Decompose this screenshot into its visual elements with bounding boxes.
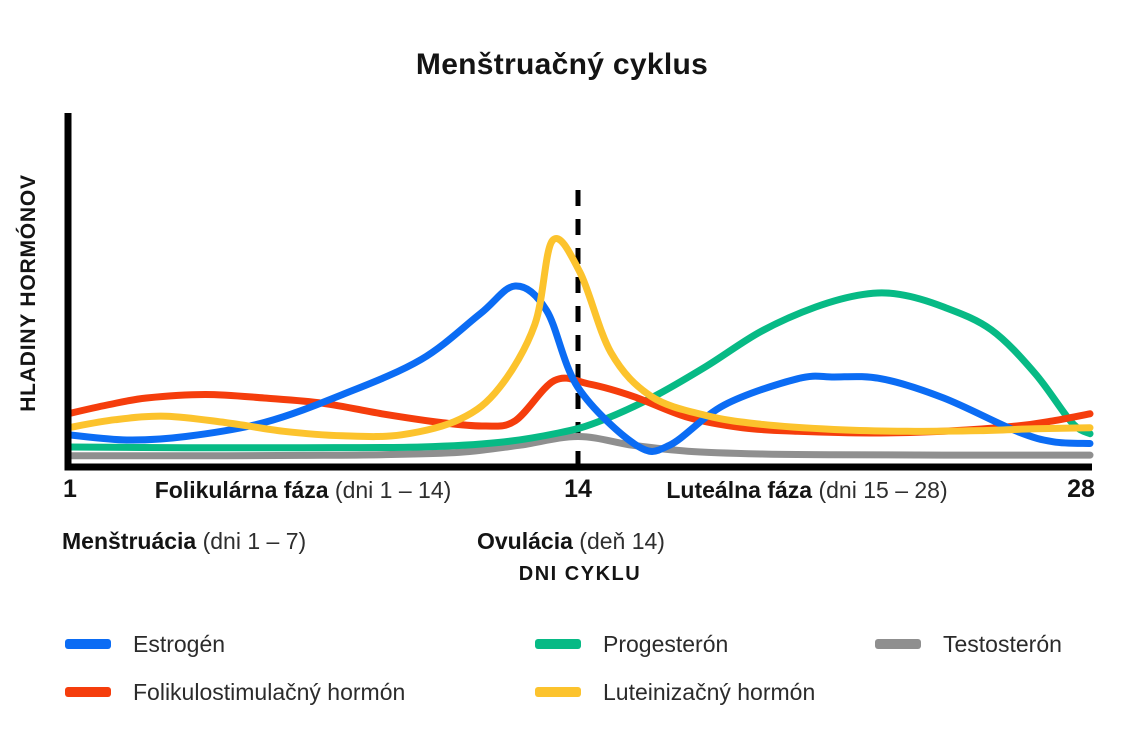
x-tick-day-1: 1: [63, 475, 77, 503]
legend-item-fsh: Folikulostimulačný hormón: [65, 678, 405, 706]
legend-item-lh: Luteinizačný hormón: [535, 678, 815, 706]
legend-item-progesterone: Progesterón: [535, 630, 728, 658]
chart-plot-area: [64, 113, 1094, 471]
legend-item-testosterone: Testosterón: [875, 630, 1062, 658]
follicular-phase-label: Folikulárna fáza (dni 1 – 14): [103, 477, 503, 504]
luteal-phase-label: Luteálna fáza (dni 15 – 28): [607, 477, 1007, 504]
legend-label-testosterone: Testosterón: [943, 630, 1062, 657]
menstruation-label: Menštruácia (dni 1 – 7): [62, 528, 306, 555]
luteal-phase-range: (dni 15 – 28): [818, 477, 948, 503]
hormone-curves: [64, 235, 1094, 460]
fsh-color-swatch: [65, 687, 111, 697]
x-axis-label: DNI CYKLU: [518, 563, 642, 585]
luteal-phase-name: Luteálna fáza: [666, 477, 813, 503]
progesterone-color-swatch: [535, 639, 581, 649]
curve-estrogen: [64, 282, 1094, 455]
menstruation-range: (dni 1 – 7): [202, 528, 307, 554]
curve-progesteron: [64, 289, 1094, 452]
estrogen-color-swatch: [65, 639, 111, 649]
curve-testosteron: [64, 432, 1094, 460]
ovulation-label: Ovulácia (deň 14): [477, 528, 665, 555]
legend-label-fsh: Folikulostimulačný hormón: [133, 678, 406, 705]
ovulation-name: Ovulácia: [477, 528, 573, 554]
testosterone-color-swatch: [875, 639, 921, 649]
legend-label-progesterone: Progesterón: [603, 630, 729, 657]
x-tick-day-28: 28: [1067, 475, 1095, 503]
x-tick-day-14: 14: [564, 475, 592, 503]
curve-lh: [64, 235, 1094, 441]
legend-label-lh: Luteinizačný hormón: [603, 678, 816, 705]
legend-item-estrogen: Estrogén: [65, 630, 225, 658]
menstruation-name: Menštruácia: [62, 528, 197, 554]
legend-label-estrogen: Estrogén: [133, 630, 226, 657]
follicular-phase-name: Folikulárna fáza: [154, 477, 329, 503]
lh-color-swatch: [535, 687, 581, 697]
chart-title: Menštruačný cyklus: [415, 48, 709, 81]
follicular-phase-range: (dni 1 – 14): [334, 477, 452, 503]
ovulation-range: (deň 14): [579, 528, 665, 554]
